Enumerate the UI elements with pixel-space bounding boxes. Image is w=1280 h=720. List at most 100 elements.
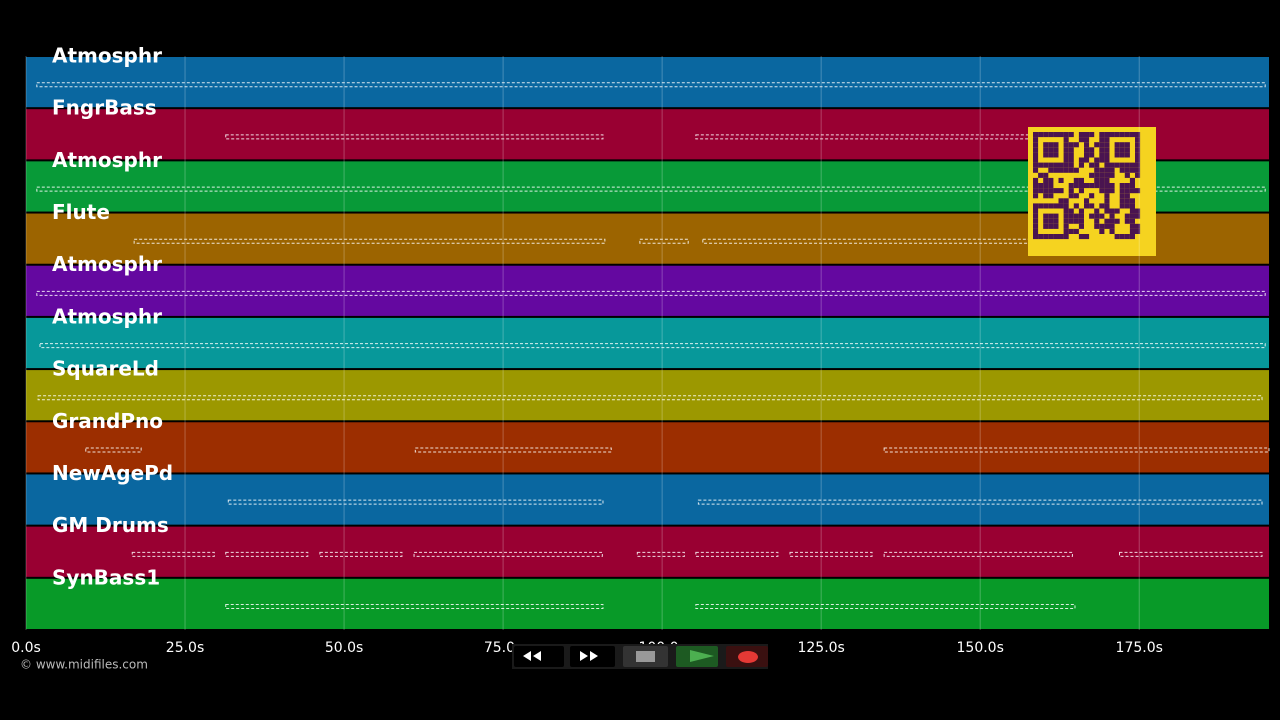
play-button[interactable] xyxy=(676,646,718,667)
qr-cell xyxy=(1129,132,1135,138)
qr-cell xyxy=(1033,157,1039,163)
qr-cell xyxy=(1033,147,1039,153)
qr-cell xyxy=(1058,203,1064,209)
qr-cell xyxy=(1063,167,1069,173)
qr-cell xyxy=(1043,142,1049,148)
track-name: Atmosphr xyxy=(52,304,162,328)
qr-cell xyxy=(1109,132,1115,138)
time-axis: 0.0s25.0s50.0s75.0s100.0s125.0s150.0s175… xyxy=(11,44,1163,657)
qr-cell xyxy=(1094,213,1100,219)
qr-cell xyxy=(1033,193,1039,199)
qr-cell xyxy=(1124,183,1130,189)
qr-cell xyxy=(1119,167,1125,173)
qr-cell xyxy=(1048,162,1054,168)
qr-cell xyxy=(1043,152,1049,158)
qr-cell xyxy=(1129,188,1135,194)
qr-cell xyxy=(1048,218,1054,224)
transport xyxy=(512,644,768,669)
qr-cell xyxy=(1099,228,1105,234)
track-name: GrandPno xyxy=(52,409,163,433)
qr-cell xyxy=(1099,213,1105,219)
footer: © www.midifiles.com xyxy=(20,658,148,672)
qr-cell xyxy=(1109,183,1115,189)
qr-cell xyxy=(1135,152,1141,158)
qr-cell xyxy=(1135,208,1141,214)
qr-cell xyxy=(1038,162,1044,168)
qr-cell xyxy=(1073,183,1079,189)
qr-cell xyxy=(1033,177,1039,183)
qr-cell xyxy=(1119,198,1125,204)
note-span xyxy=(639,238,689,244)
qr-cell xyxy=(1099,137,1105,143)
qr-cell xyxy=(1084,234,1090,240)
qr-cell xyxy=(1084,137,1090,143)
qr-cell xyxy=(1048,213,1054,219)
qr-cell xyxy=(1078,218,1084,224)
qr-cell xyxy=(1104,162,1110,168)
qr-cell xyxy=(1073,203,1079,209)
qr-cell xyxy=(1043,203,1049,209)
qr-cell xyxy=(1104,198,1110,204)
qr-cell xyxy=(1078,132,1084,138)
qr-cell xyxy=(1099,132,1105,138)
qr-cell xyxy=(1058,167,1064,173)
qr-cell xyxy=(1124,142,1130,148)
qr-cell xyxy=(1119,234,1125,240)
qr-cell xyxy=(1099,223,1105,229)
qr-cell xyxy=(1124,147,1130,153)
qr-cell xyxy=(1114,162,1120,168)
qr-cell xyxy=(1033,223,1039,229)
note-span xyxy=(695,551,779,557)
qr-cell xyxy=(1089,193,1095,199)
track-row xyxy=(26,422,1269,473)
qr-cell xyxy=(1078,157,1084,163)
qr-cell xyxy=(1129,228,1135,234)
qr-cell xyxy=(1114,147,1120,153)
track-name: Atmosphr xyxy=(52,252,162,276)
qr-cell xyxy=(1043,213,1049,219)
qr-cell xyxy=(1135,213,1141,219)
qr-cell xyxy=(1089,183,1095,189)
track-name: NewAgePd xyxy=(52,461,173,485)
track-name: GM Drums xyxy=(52,513,169,537)
qr-cell xyxy=(1109,213,1115,219)
qr-cell xyxy=(1048,132,1054,138)
record-button[interactable] xyxy=(726,646,768,667)
qr-cell xyxy=(1033,152,1039,158)
qr-cell xyxy=(1104,223,1110,229)
qr-cell xyxy=(1053,132,1059,138)
qr-cell xyxy=(1084,142,1090,148)
qr-cell xyxy=(1094,157,1100,163)
qr-cell xyxy=(1104,203,1110,209)
qr-cell xyxy=(1109,228,1115,234)
track-name: Atmosphr xyxy=(52,44,162,68)
qr-cell xyxy=(1078,137,1084,143)
qr-cell xyxy=(1048,193,1054,199)
qr-cell xyxy=(1119,193,1125,199)
track-name: SquareLd xyxy=(52,357,159,381)
track-row xyxy=(26,474,1269,525)
note-span xyxy=(697,499,1263,505)
qr-cell xyxy=(1135,172,1141,178)
qr-cell xyxy=(1053,188,1059,194)
stop-button[interactable] xyxy=(623,646,668,667)
qr-cell xyxy=(1114,234,1120,240)
qr-cell xyxy=(1129,213,1135,219)
note-span xyxy=(225,604,604,610)
note-span xyxy=(789,551,873,557)
tick-label: 0.0s xyxy=(11,640,41,656)
note-span xyxy=(131,551,215,557)
forward-button[interactable] xyxy=(570,646,615,667)
qr-cell xyxy=(1104,193,1110,199)
qr-cell xyxy=(1048,152,1054,158)
qr-cell xyxy=(1033,218,1039,224)
qr-cell xyxy=(1094,223,1100,229)
qr-cell xyxy=(1135,167,1141,173)
qr-cell xyxy=(1033,167,1039,173)
qr-cell xyxy=(1058,132,1064,138)
qr-cell xyxy=(1104,147,1110,153)
note-span xyxy=(36,82,1266,88)
rewind-button[interactable] xyxy=(514,646,564,667)
qr-cell xyxy=(1109,218,1115,224)
track-row xyxy=(26,265,1269,316)
